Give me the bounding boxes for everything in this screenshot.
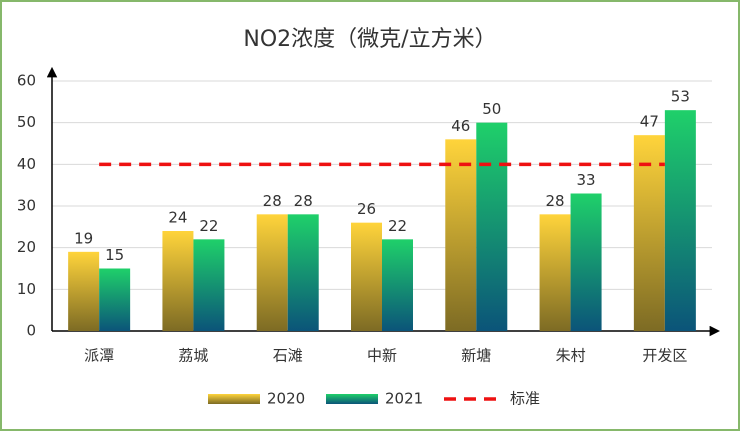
y-tick-label: 10 (17, 280, 36, 298)
x-tick-label: 石滩 (273, 347, 303, 365)
legend-label: 标准 (510, 390, 540, 408)
legend-swatch (326, 394, 378, 404)
value-label: 53 (671, 88, 690, 106)
value-label: 47 (640, 113, 659, 131)
value-label: 26 (357, 200, 376, 218)
x-tick-label: 朱村 (556, 347, 586, 365)
bar (256, 214, 288, 331)
y-tick-label: 40 (17, 155, 36, 173)
bar (99, 268, 131, 331)
bar (193, 239, 225, 331)
bar (162, 231, 194, 331)
value-label: 28 (294, 192, 313, 210)
legend-label: 2020 (267, 390, 305, 408)
value-label: 15 (105, 246, 124, 264)
bar (570, 193, 602, 331)
value-label: 24 (168, 209, 187, 227)
legend-swatch (208, 394, 260, 404)
value-label: 28 (263, 192, 282, 210)
y-tick-label: 0 (26, 322, 36, 340)
x-tick-label: 新塘 (461, 347, 491, 365)
value-label: 22 (199, 217, 218, 235)
bar (382, 239, 413, 331)
chart-title: NO2浓度（微克/立方米） (243, 27, 496, 52)
x-tick-label: 开发区 (642, 347, 687, 365)
value-label: 19 (74, 229, 93, 247)
value-label: 28 (546, 192, 565, 210)
value-label: 50 (482, 100, 501, 118)
x-tick-label: 荔城 (178, 347, 208, 365)
y-tick-label: 60 (17, 72, 36, 90)
bar (68, 251, 100, 331)
value-label: 33 (577, 171, 596, 189)
bar (664, 110, 696, 332)
value-label: 46 (451, 117, 470, 135)
x-tick-label: 派潭 (84, 347, 114, 365)
bar (445, 139, 477, 331)
y-tick-label: 20 (17, 238, 36, 256)
legend-label: 2021 (385, 390, 423, 408)
y-tick-label: 30 (17, 197, 36, 215)
bar (539, 214, 571, 331)
bar (633, 135, 665, 331)
value-label: 22 (388, 217, 407, 235)
bar (351, 222, 382, 331)
bar (476, 122, 508, 332)
bar (287, 214, 319, 331)
x-tick-label: 中新 (367, 347, 397, 365)
y-tick-label: 50 (17, 113, 36, 131)
